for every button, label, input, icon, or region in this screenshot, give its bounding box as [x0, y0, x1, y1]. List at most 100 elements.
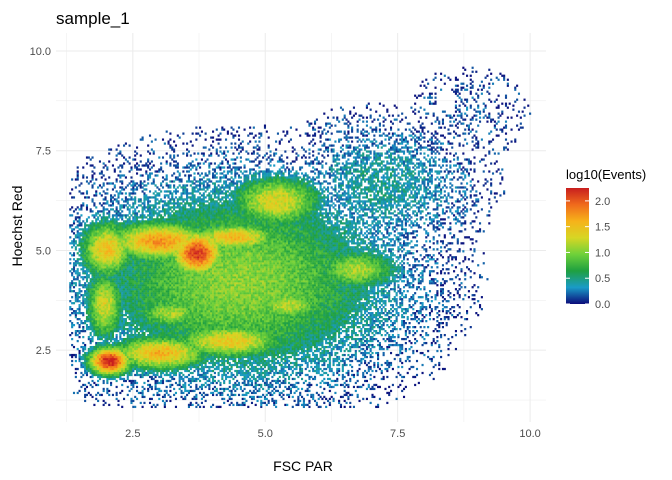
density-cell — [91, 302, 94, 305]
density-cell — [171, 246, 174, 249]
density-cell — [137, 316, 140, 319]
density-cell — [93, 246, 96, 249]
density-cell — [169, 290, 172, 293]
density-cell — [110, 316, 113, 319]
density-cell — [165, 262, 168, 265]
density-cell — [163, 190, 166, 193]
density-cell — [176, 250, 179, 253]
density-cell — [169, 306, 172, 309]
density-cell — [91, 210, 94, 213]
density-cell — [158, 206, 161, 209]
density-cell — [74, 371, 77, 375]
density-cell — [128, 363, 131, 367]
density-cell — [98, 369, 102, 373]
density-cell — [169, 264, 172, 267]
density-cell — [143, 238, 146, 241]
density-cell — [104, 327, 107, 331]
density-cell — [82, 240, 85, 243]
density-cell — [141, 290, 144, 293]
density-cell — [78, 306, 81, 309]
density-cell — [143, 276, 146, 279]
density-cell — [110, 238, 113, 241]
density-cell — [119, 304, 122, 307]
density-cell — [108, 304, 111, 307]
density-cell — [165, 326, 168, 329]
density-cell — [124, 298, 127, 301]
density-cell — [148, 385, 152, 389]
density-cell — [160, 244, 163, 247]
density-cell — [128, 276, 131, 279]
density-cell — [143, 180, 146, 183]
density-cell — [132, 288, 135, 291]
density-cell — [104, 318, 107, 321]
density-cell — [98, 222, 102, 225]
density-cell — [85, 361, 89, 365]
density-cell — [143, 232, 146, 235]
density-cell — [158, 318, 161, 321]
density-cell — [98, 314, 102, 317]
density-cell — [119, 224, 122, 227]
density-cell — [72, 254, 76, 257]
density-cell — [167, 320, 170, 323]
density-cell — [137, 357, 140, 361]
density-cell — [139, 180, 142, 183]
density-cell — [141, 224, 144, 227]
density-cell — [123, 359, 126, 363]
density-cell — [137, 343, 140, 347]
density-cell — [161, 363, 165, 367]
density-cell — [82, 363, 85, 367]
density-cell — [152, 320, 155, 323]
density-cell — [97, 266, 100, 269]
density-cell — [165, 250, 168, 253]
density-cell — [111, 298, 114, 301]
density-cell — [104, 324, 107, 327]
density-cell — [137, 373, 140, 377]
density-cell — [95, 355, 98, 359]
density-cell — [161, 186, 165, 189]
density-cell — [137, 280, 140, 283]
density-cell — [176, 320, 179, 323]
density-cell — [161, 138, 165, 141]
density-cell — [132, 324, 135, 327]
density-cell — [78, 351, 81, 355]
density-cell — [113, 170, 116, 173]
density-cell — [91, 395, 94, 399]
density-cell — [121, 326, 124, 329]
density-cell — [117, 282, 120, 285]
density-cell — [111, 208, 114, 211]
density-cell — [89, 306, 92, 309]
density-cell — [93, 369, 96, 373]
density-cell — [148, 296, 152, 299]
density-cell — [152, 236, 155, 239]
density-cell — [130, 254, 133, 257]
density-cell — [84, 300, 87, 303]
density-cell — [78, 258, 81, 261]
density-cell — [163, 228, 166, 231]
density-cell — [115, 254, 118, 257]
density-cell — [152, 371, 155, 375]
density-cell — [130, 166, 133, 169]
density-cell — [148, 302, 152, 305]
density-cell — [97, 286, 100, 289]
density-cell — [108, 152, 111, 155]
density-cell — [106, 357, 109, 361]
density-cell — [148, 266, 152, 269]
density-cell — [91, 200, 94, 203]
density-cell — [80, 284, 83, 287]
density-cell — [173, 308, 176, 311]
density-cell — [84, 290, 87, 293]
density-cell — [163, 405, 166, 409]
density-cell — [72, 232, 76, 235]
density-cell — [163, 310, 166, 313]
density-cell — [119, 262, 122, 265]
density-cell — [104, 256, 107, 259]
density-cell — [134, 202, 137, 205]
density-cell — [123, 373, 126, 377]
density-cell — [174, 266, 178, 269]
density-cell — [91, 288, 94, 291]
density-cell — [130, 353, 133, 357]
density-cell — [141, 361, 144, 365]
density-cell — [147, 282, 150, 285]
density-cell — [171, 234, 174, 237]
density-cell — [156, 254, 159, 257]
